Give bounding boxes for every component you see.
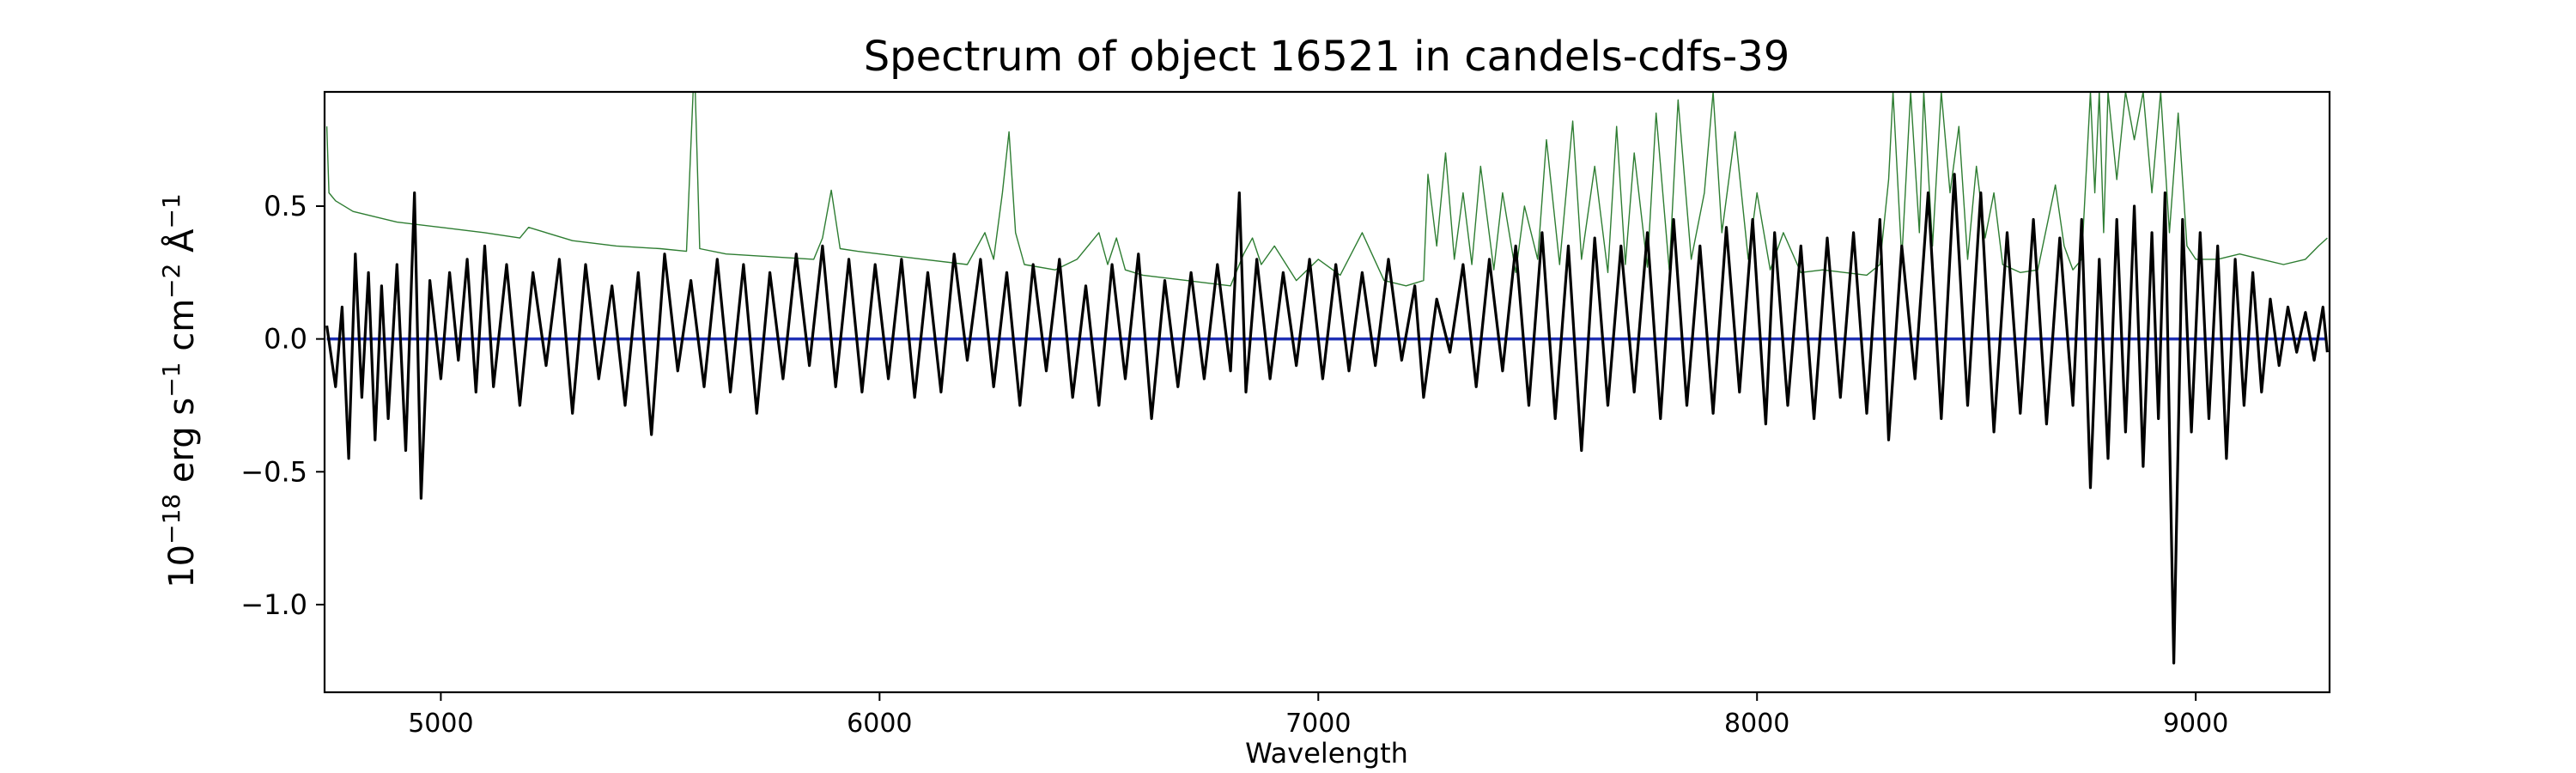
x-tick-label: 5000 <box>408 709 473 739</box>
x-tick-label: 7000 <box>1285 709 1351 739</box>
ylabel-exp: −18 <box>157 494 185 545</box>
svg-text:10−18 erg s−1 cm−2 Å−1: 10−18 erg s−1 cm−2 Å−1 <box>157 193 202 588</box>
y-tick-label: 0.5 <box>264 190 307 222</box>
x-tick-label: 8000 <box>1724 709 1789 739</box>
ylabel-unit: erg s <box>162 398 202 494</box>
y-tick-label: 0.0 <box>264 323 307 356</box>
ylabel-exp2: −1 <box>157 362 185 398</box>
series-layer <box>325 92 2329 665</box>
flux-series-line <box>325 173 2329 665</box>
ylabel-exp3: −2 <box>157 264 185 299</box>
x-tick-label: 6000 <box>847 709 912 739</box>
plot-frame <box>323 90 2331 694</box>
x-axis-label: Wavelength <box>1245 737 1408 770</box>
tick-layer: 5000 6000 7000 8000 9000 0.5 0.0 −0.5 −1.0 <box>240 190 2228 739</box>
chart-title: Spectrum of object 16521 in candels-cdfs… <box>864 33 1790 81</box>
plot-area: 5000 6000 7000 8000 9000 0.5 0.0 −0.5 −1.0 <box>240 90 2331 739</box>
ylabel-unit3: Å <box>161 228 202 264</box>
ylabel-unit2: cm <box>162 299 202 362</box>
y-axis-label: 10−18 erg s−1 cm−2 Å−1 <box>157 193 202 588</box>
noise-series-line <box>325 92 2328 287</box>
x-tick-label: 9000 <box>2163 709 2228 739</box>
ylabel-base: 10 <box>162 545 202 588</box>
y-tick-label: −1.0 <box>240 588 307 621</box>
ylabel-exp4: −1 <box>157 193 185 228</box>
y-tick-label: −0.5 <box>240 455 307 488</box>
